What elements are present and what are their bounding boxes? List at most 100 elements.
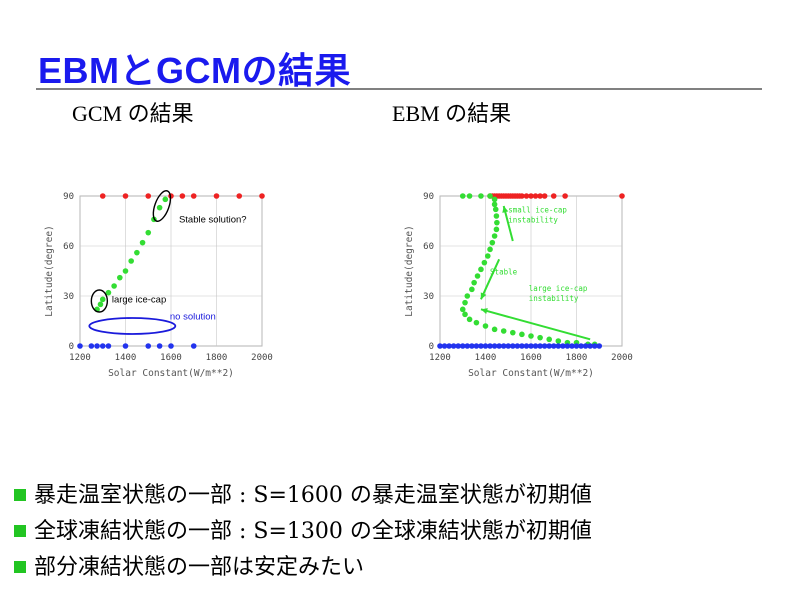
ebm-point-green [491,233,498,239]
ebm-point-blue [546,343,552,349]
ebm-point-green [478,193,484,199]
ebm-point-red [519,193,525,199]
ebm-point-red [523,193,530,199]
ebm-point-blue [464,343,471,349]
ebm-point-blue [459,343,466,349]
gcm-point-blue [145,343,152,349]
square-bullet-icon [14,561,26,573]
ebm-x-tick-label: 2000 [611,353,633,363]
gcm-point-red [190,193,197,199]
ebm-point-blue [455,343,461,349]
ebm-point-red [528,193,534,199]
ebm-arrow [480,258,501,300]
gcm-point-red [236,193,243,199]
ebm-point-green [500,328,507,334]
slide-title: EBMとGCMの結果 [38,50,351,91]
ebm-point-blue [569,343,575,349]
ebm-point-blue [450,343,457,349]
bullet-text: 部分凍結状態の一部は安定みたい [34,555,365,580]
ebm-point-green [459,193,466,199]
gcm-annotation-large: large ice-cap [112,295,166,306]
gcm-highlight-ellipse [90,289,109,313]
ebm-point-blue [573,343,580,349]
ebm-annotation-small: small ice-cap [508,206,567,215]
gcm-point-green [105,289,112,296]
ebm-point-green [493,226,500,233]
gcm-x-tick-label: 1600 [160,353,182,363]
ebm-point-blue [564,343,571,349]
ebm-point-red [619,193,625,199]
ebm-point-green [466,316,473,323]
ebm-annotation-stable: Stable [490,267,518,276]
ebm-point-blue [496,343,502,349]
gcm-point-blue [88,343,95,349]
ebm-point-red [532,193,539,199]
gcm-point-green [162,196,169,203]
gcm-y-tick-label: 30 [63,292,74,302]
ebm-point-blue [591,343,598,349]
ebm-x-tick-label: 1600 [520,353,542,363]
ebm-point-green [459,306,466,313]
gcm-point-blue [168,343,174,349]
gcm-y-tick-label: 0 [69,342,74,352]
bullet-item: 部分凍結状態の一部は安定みたい [14,550,592,586]
ebm-point-blue [500,343,507,349]
ebm-point-green [537,334,543,341]
gcm-point-red [145,193,152,199]
gcm-point-green [117,274,123,281]
ebm-point-green [469,286,475,293]
ebm-point-red [541,193,548,199]
ebm-point-blue [469,343,475,349]
ebm-annotation-small: instability [508,216,558,225]
ebm-point-blue [582,343,589,349]
gcm-y-tick-label: 90 [63,192,74,202]
ebm-point-blue [446,343,452,349]
gcm-point-green [122,268,129,274]
ebm-heading: EBM の結果 [392,101,512,126]
ebm-point-green [474,273,481,279]
gcm-x-tick-label: 1800 [206,353,228,363]
ebm-point-green [464,293,471,299]
gcm-point-red [213,193,220,199]
ebm-point-blue [478,343,484,349]
ebm-point-blue [441,343,448,349]
bullet-list: 暴走温室状態の一部 : S=1600 の暴走温室状態が初期値 全球凍結状態の一部… [14,478,592,586]
gcm-point-red [179,193,186,199]
ebm-y-axis-label: Latitude(degree) [404,225,415,317]
ebm-y-tick-label: 0 [429,342,434,352]
ebm-x-tick-label: 1400 [475,353,497,363]
ebm-y-tick-label: 90 [423,192,434,202]
gcm-point-green [134,249,140,256]
ebm-point-green [484,253,491,259]
ebm-point-green [482,323,489,329]
ebm-point-green [462,311,468,318]
ebm-point-green [519,331,525,338]
ebm-point-blue [491,343,498,349]
ebm-arrow [480,308,591,341]
gcm-point-blue [99,343,106,349]
ebm-point-green [471,279,477,286]
ebm-point-blue [555,343,562,349]
ebm-arrowhead [480,308,488,314]
ebm-point-blue [532,343,539,349]
gcm-point-red [122,193,129,199]
ebm-point-blue [528,343,534,349]
ebm-point-blue [541,343,548,349]
ebm-x-tick-label: 1800 [566,353,588,363]
ebm-point-green [487,193,493,199]
gcm-x-tick-label: 2000 [251,353,273,363]
gcm-point-green [99,296,106,303]
bullet-text: 暴走温室状態の一部 : S=1600 の暴走温室状態が初期値 [34,483,592,508]
ebm-point-blue [578,343,584,349]
ebm-point-blue [587,343,593,349]
ebm-point-blue [487,343,493,349]
gcm-point-red [259,193,265,199]
gcm-point-blue [105,343,112,349]
square-bullet-icon [14,489,26,501]
ebm-point-green [489,239,496,246]
ebm-point-green [491,201,498,208]
ebm-point-blue [537,343,543,349]
ebm-point-green [491,326,498,333]
gcm-point-blue [122,343,129,349]
ebm-point-green [462,299,468,306]
